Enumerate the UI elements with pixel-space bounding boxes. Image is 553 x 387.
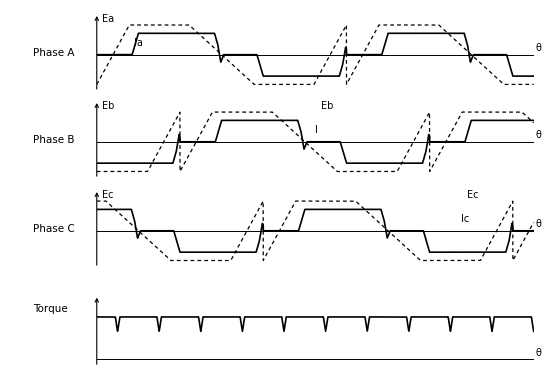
Text: θ: θ bbox=[536, 43, 542, 53]
Text: Ic: Ic bbox=[461, 214, 469, 224]
Text: Phase A: Phase A bbox=[33, 48, 75, 58]
Text: θ: θ bbox=[536, 219, 542, 229]
Text: Ec: Ec bbox=[467, 190, 478, 200]
Text: Eb: Eb bbox=[321, 101, 333, 111]
Text: θ: θ bbox=[536, 348, 542, 358]
Text: Ec: Ec bbox=[102, 190, 113, 200]
Text: Eb: Eb bbox=[102, 101, 114, 111]
Text: Phase C: Phase C bbox=[33, 224, 75, 234]
Text: Torque: Torque bbox=[33, 304, 68, 314]
Text: I: I bbox=[315, 125, 318, 135]
Text: θ: θ bbox=[536, 130, 542, 140]
Text: Phase B: Phase B bbox=[33, 135, 75, 145]
Text: Ea: Ea bbox=[102, 14, 114, 24]
Text: Ia: Ia bbox=[134, 38, 143, 48]
